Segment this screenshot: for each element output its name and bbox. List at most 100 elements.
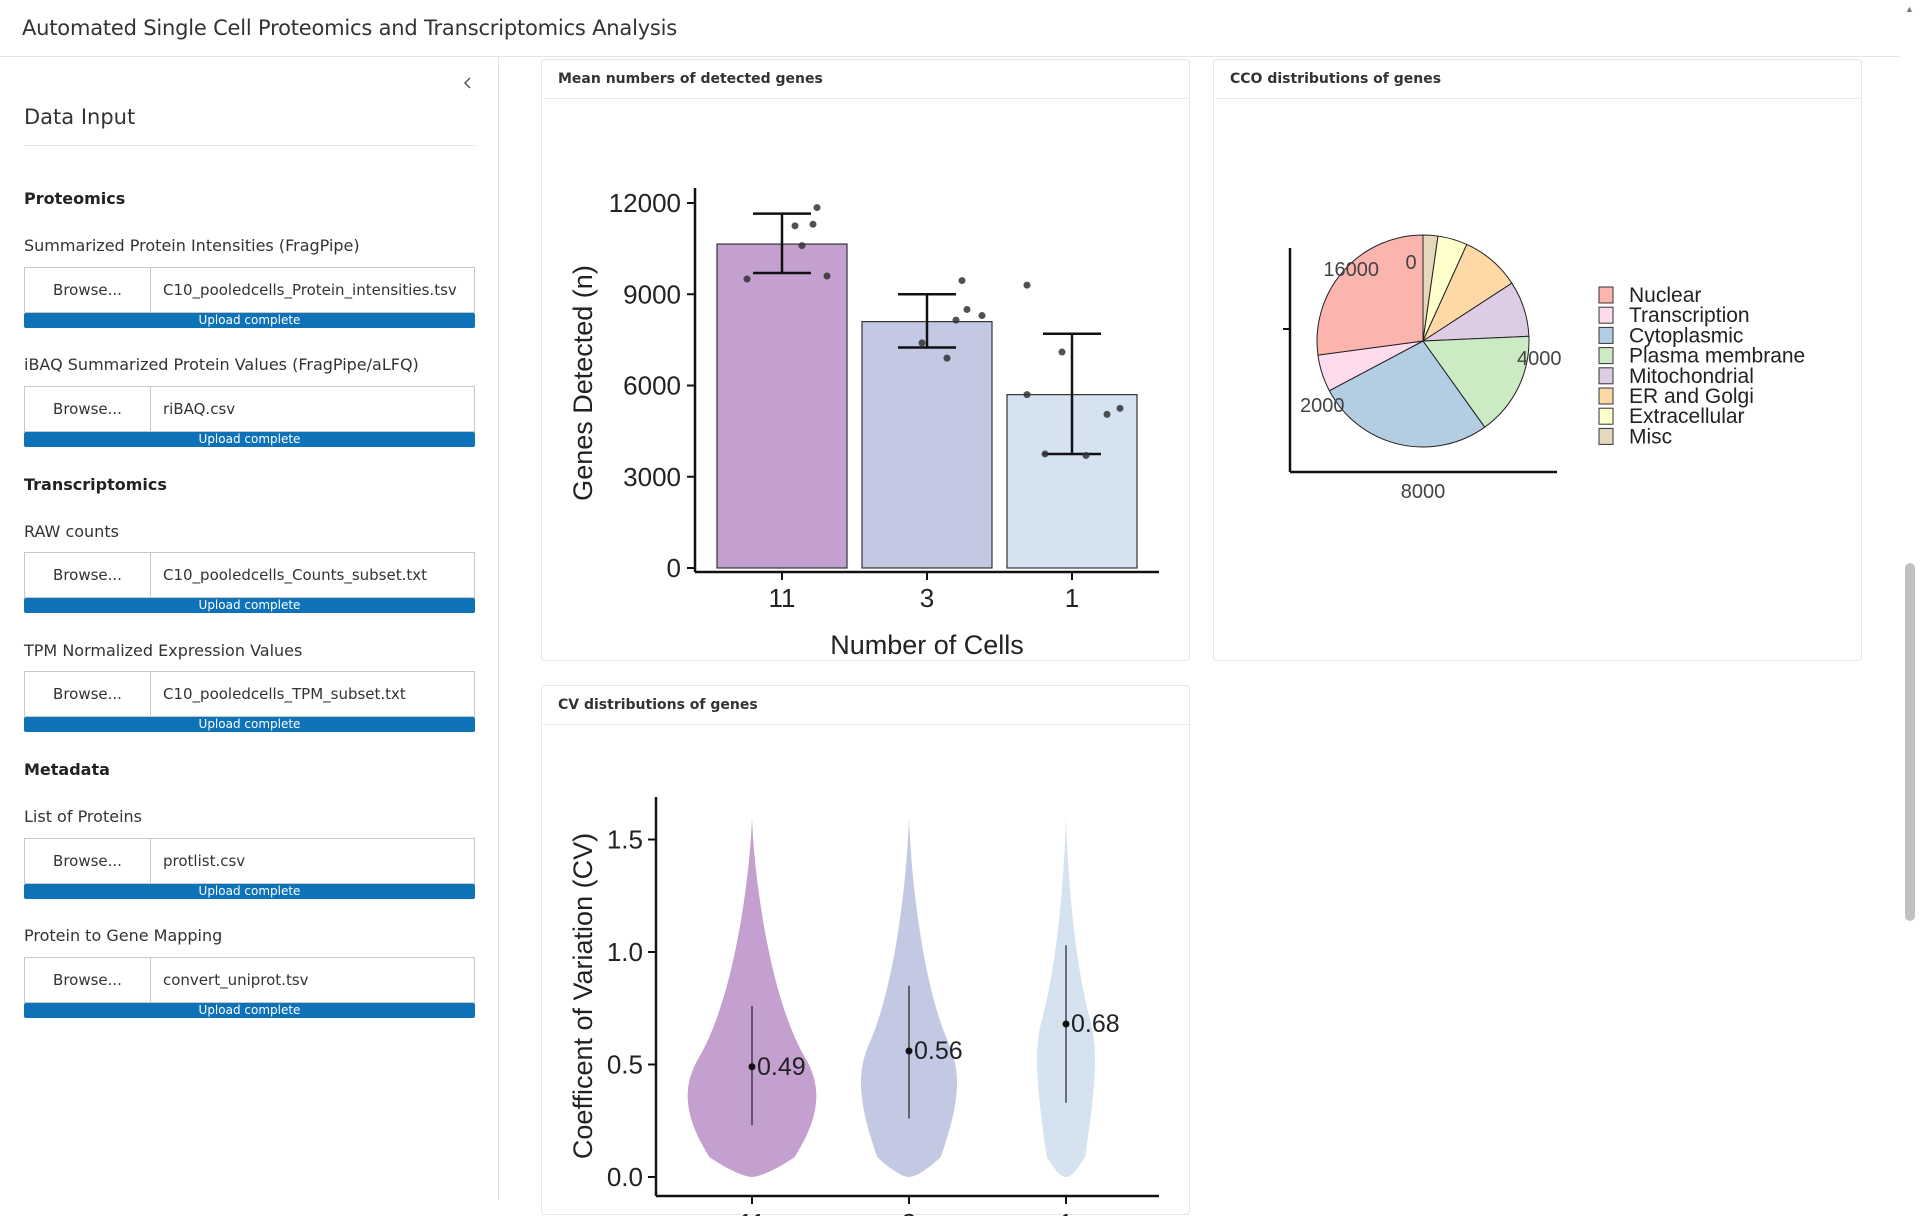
input-label-protein-list: List of Proteins bbox=[24, 807, 142, 826]
legend-swatch bbox=[1598, 286, 1614, 304]
chevron-left-icon bbox=[463, 77, 471, 89]
collapse-sidebar-button[interactable] bbox=[456, 71, 480, 95]
browse-button[interactable]: Browse... bbox=[25, 268, 151, 312]
section-transcriptomics: Transcriptomics bbox=[24, 475, 167, 494]
data-point bbox=[823, 272, 831, 280]
legend-swatch bbox=[1598, 326, 1614, 344]
file-input-gene-mapping[interactable]: Browse... convert_uniprot.tsv bbox=[24, 957, 475, 1003]
median-point bbox=[748, 1063, 756, 1071]
upload-progress-bar: Upload complete bbox=[24, 1003, 475, 1018]
file-name-field[interactable]: C10_pooledcells_Protein_intensities.tsv bbox=[163, 281, 457, 299]
file-name-field[interactable]: convert_uniprot.tsv bbox=[163, 971, 309, 989]
browse-button[interactable]: Browse... bbox=[25, 839, 151, 883]
app-title: Automated Single Cell Proteomics and Tra… bbox=[22, 16, 678, 40]
bar-chart: 0 3000 6000 9000 12000 11 3 1 Number of Cells Gen… bbox=[568, 188, 1159, 660]
browse-button[interactable]: Browse... bbox=[25, 672, 151, 716]
file-input-tpm[interactable]: Browse... C10_pooledcells_TPM_subset.txt bbox=[24, 671, 475, 717]
input-label-ibaq: iBAQ Summarized Protein Values (FragPipe… bbox=[24, 355, 419, 374]
legend-label: Plasma membrane bbox=[1629, 345, 1805, 368]
legend-swatch bbox=[1598, 387, 1614, 405]
input-label-protein-intensities: Summarized Protein Intensities (FragPipe… bbox=[24, 236, 360, 255]
card-mean-genes: Mean numbers of detected genes 0 3000 6000… bbox=[541, 59, 1190, 661]
y-axis-title: Genes Detected (n) bbox=[568, 265, 598, 501]
divider bbox=[24, 145, 475, 146]
median-label: 0.49 bbox=[757, 1053, 806, 1081]
page-scrollbar[interactable]: ▲ bbox=[1900, 0, 1920, 1200]
file-input-protein-list[interactable]: Browse... protlist.csv bbox=[24, 838, 475, 884]
data-point bbox=[978, 312, 986, 320]
browse-button[interactable]: Browse... bbox=[25, 553, 151, 597]
data-point bbox=[1082, 451, 1090, 459]
legend-label: Extracellular bbox=[1629, 405, 1745, 428]
x-axis-title: Number of Cells bbox=[830, 630, 1024, 660]
median-label: 0.56 bbox=[914, 1037, 963, 1065]
legend-swatch bbox=[1598, 306, 1614, 324]
pie-slice bbox=[1316, 234, 1424, 356]
data-point bbox=[1116, 404, 1124, 412]
data-point bbox=[791, 222, 799, 230]
card-cv: CV distributions of genes 0.49 0.56 0.68 0.… bbox=[541, 685, 1190, 1216]
legend-label: Mitochondrial bbox=[1629, 365, 1754, 388]
median-label: 0.68 bbox=[1071, 1010, 1120, 1038]
sidebar-title: Data Input bbox=[24, 105, 136, 129]
file-name-field[interactable]: protlist.csv bbox=[163, 852, 246, 870]
file-input-ibaq[interactable]: Browse... riBAQ.csv bbox=[24, 386, 475, 432]
data-point bbox=[1058, 348, 1066, 356]
y-axis-title: Coefficent of Variation (CV) bbox=[568, 833, 598, 1159]
bar bbox=[716, 243, 848, 569]
browse-button[interactable]: Browse... bbox=[25, 958, 151, 1002]
pie-tick-label: 2000 bbox=[1300, 395, 1345, 417]
pie-tick-label: 16000 bbox=[1323, 259, 1379, 281]
x-tick-label: 1 bbox=[1065, 583, 1079, 613]
legend-swatch bbox=[1598, 347, 1614, 365]
data-point bbox=[952, 316, 960, 324]
data-point bbox=[1023, 281, 1031, 289]
y-tick-label: 0.5 bbox=[607, 1050, 643, 1080]
y-tick-label: 3000 bbox=[623, 462, 681, 492]
card-title: CCO distributions of genes bbox=[1214, 60, 1861, 99]
file-input-protein-intensities[interactable]: Browse... C10_pooledcells_Protein_intens… bbox=[24, 267, 475, 313]
file-name-field[interactable]: riBAQ.csv bbox=[163, 400, 236, 418]
browse-button[interactable]: Browse... bbox=[25, 387, 151, 431]
legend-swatch bbox=[1598, 367, 1614, 385]
pie-tick-label: 8000 bbox=[1401, 481, 1446, 503]
data-point bbox=[1103, 410, 1111, 418]
file-name-field[interactable]: C10_pooledcells_Counts_subset.txt bbox=[163, 566, 428, 584]
data-point bbox=[918, 339, 926, 347]
card-title: CV distributions of genes bbox=[542, 686, 1189, 725]
data-point bbox=[958, 277, 966, 285]
upload-progress-bar: Upload complete bbox=[24, 598, 475, 613]
y-tick-label: 1.0 bbox=[607, 937, 643, 967]
data-point bbox=[1023, 391, 1031, 399]
x-tick-label: 3 bbox=[902, 1208, 916, 1216]
upload-progress-bar: Upload complete bbox=[24, 717, 475, 732]
card-cco: CCO distributions of genes 16000 0 4000 800… bbox=[1213, 59, 1862, 661]
legend-swatch bbox=[1598, 407, 1614, 425]
file-name-field[interactable]: C10_pooledcells_TPM_subset.txt bbox=[163, 685, 406, 703]
y-tick-label: 0 bbox=[667, 553, 681, 583]
data-point bbox=[813, 204, 821, 212]
legend-label: Nuclear bbox=[1629, 284, 1701, 307]
violin-chart: 0.49 0.56 0.68 0.0 0.5 1.0 1.5 11 3 1 Coefficent o… bbox=[568, 797, 1159, 1216]
data-point bbox=[798, 242, 806, 250]
bar bbox=[861, 321, 993, 569]
x-tick-label: 3 bbox=[920, 583, 934, 613]
scrollbar-thumb[interactable] bbox=[1905, 563, 1915, 921]
median-point bbox=[1062, 1020, 1070, 1028]
upload-progress-bar: Upload complete bbox=[24, 432, 475, 447]
scroll-up-arrow-icon[interactable]: ▲ bbox=[1905, 4, 1914, 14]
legend-label: ER and Golgi bbox=[1629, 385, 1754, 408]
data-point bbox=[963, 305, 971, 313]
section-metadata: Metadata bbox=[24, 760, 110, 779]
y-tick-label: 12000 bbox=[609, 188, 681, 218]
y-tick-label: 6000 bbox=[623, 371, 681, 401]
section-proteomics: Proteomics bbox=[24, 189, 126, 208]
sidebar: Data Input Proteomics Summarized Protein… bbox=[0, 57, 499, 1200]
data-point bbox=[1041, 450, 1049, 458]
card-title: Mean numbers of detected genes bbox=[542, 60, 1189, 99]
pie-slice bbox=[1328, 340, 1486, 448]
pie-slice bbox=[1422, 335, 1530, 428]
file-input-raw-counts[interactable]: Browse... C10_pooledcells_Counts_subset.… bbox=[24, 552, 475, 598]
input-label-raw-counts: RAW counts bbox=[24, 522, 119, 541]
data-point bbox=[943, 354, 951, 362]
